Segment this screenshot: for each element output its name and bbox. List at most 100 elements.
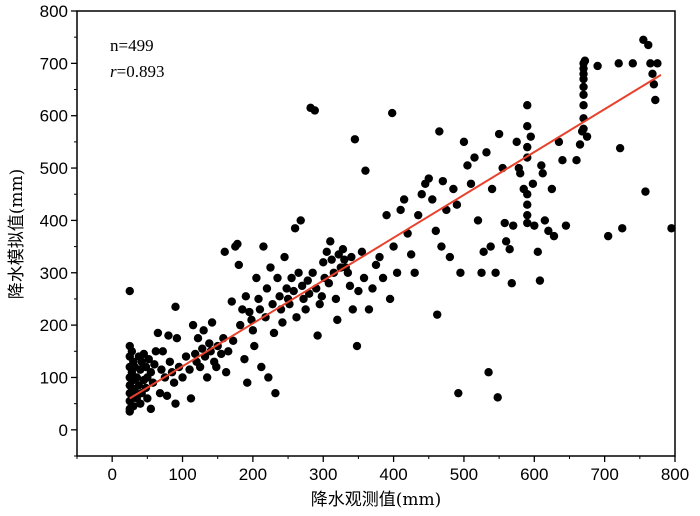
x-tick-label: 500 xyxy=(450,465,478,484)
data-point xyxy=(618,224,627,233)
data-point xyxy=(473,216,483,225)
sample-size-label: n=499 xyxy=(110,36,154,55)
data-point xyxy=(667,224,676,233)
data-point xyxy=(125,286,134,296)
data-point xyxy=(486,242,495,251)
y-tick-label: 100 xyxy=(40,368,68,387)
data-point xyxy=(141,362,151,372)
data-point xyxy=(470,153,479,162)
data-point xyxy=(389,242,398,251)
data-point xyxy=(371,260,381,270)
plot-frame xyxy=(76,10,676,457)
data-point xyxy=(243,378,252,387)
data-point xyxy=(245,307,254,317)
data-point xyxy=(547,184,557,194)
y-tick-label: 300 xyxy=(40,264,68,283)
data-point xyxy=(523,200,532,209)
data-point xyxy=(528,179,538,188)
data-point xyxy=(526,132,535,141)
data-point xyxy=(579,82,588,92)
data-point xyxy=(254,294,263,304)
data-point xyxy=(410,268,419,277)
data-point xyxy=(238,305,247,314)
data-point xyxy=(205,339,214,348)
data-point xyxy=(206,347,215,356)
data-point xyxy=(266,263,275,272)
data-point xyxy=(382,210,391,220)
data-point xyxy=(537,161,546,170)
data-point xyxy=(297,281,307,291)
data-point xyxy=(262,284,272,293)
data-point xyxy=(310,106,319,115)
data-point xyxy=(523,142,532,152)
data-point xyxy=(456,268,465,277)
data-point xyxy=(354,286,363,296)
data-point xyxy=(264,373,273,382)
data-point xyxy=(454,388,463,398)
data-point xyxy=(575,140,585,149)
y-axis-title: 降水模拟值(mm) xyxy=(7,169,27,300)
data-point xyxy=(501,237,511,246)
data-point xyxy=(345,281,355,291)
data-point xyxy=(171,302,180,311)
data-point xyxy=(171,399,180,408)
data-point xyxy=(392,268,402,277)
data-point xyxy=(303,276,312,285)
data-point xyxy=(479,247,488,257)
data-point xyxy=(248,326,258,335)
data-point xyxy=(538,169,547,178)
data-point xyxy=(417,190,426,199)
y-tick-label: 700 xyxy=(40,54,68,73)
data-point xyxy=(127,347,137,356)
data-point xyxy=(333,315,342,325)
data-point xyxy=(289,286,298,296)
data-point xyxy=(482,148,491,157)
data-point xyxy=(269,328,279,338)
data-point xyxy=(195,362,205,372)
data-point xyxy=(280,252,289,262)
data-point xyxy=(615,143,625,153)
data-point xyxy=(438,176,448,186)
data-point xyxy=(255,305,265,314)
data-point xyxy=(224,347,233,356)
data-point xyxy=(431,226,440,236)
x-tick-label: 200 xyxy=(239,465,267,484)
data-point xyxy=(477,268,486,277)
data-point xyxy=(157,365,166,374)
x-tick-label: 100 xyxy=(168,465,196,484)
data-point xyxy=(233,239,242,249)
data-point xyxy=(136,399,145,408)
data-point xyxy=(523,210,532,220)
data-point xyxy=(348,305,357,314)
data-point xyxy=(544,226,553,236)
data-point xyxy=(491,268,500,277)
data-point xyxy=(433,310,442,319)
data-point xyxy=(435,127,444,136)
data-point xyxy=(294,268,303,277)
data-point xyxy=(523,121,532,131)
data-point xyxy=(368,284,377,293)
x-tick-label: 0 xyxy=(107,465,116,484)
data-point xyxy=(359,273,369,283)
data-point xyxy=(296,216,305,225)
data-point xyxy=(186,394,196,403)
data-point xyxy=(132,373,141,382)
data-point xyxy=(313,331,322,340)
data-point xyxy=(282,284,291,293)
data-point xyxy=(158,347,168,356)
y-tick-label: 200 xyxy=(40,316,68,335)
data-point xyxy=(234,260,244,270)
data-point xyxy=(628,59,637,68)
data-point xyxy=(558,156,567,165)
data-point xyxy=(144,354,153,364)
x-tick-label: 300 xyxy=(309,465,337,484)
data-point xyxy=(164,331,173,340)
data-point xyxy=(463,161,472,170)
y-tick-label: 500 xyxy=(40,159,68,178)
data-point xyxy=(146,404,156,414)
data-point xyxy=(549,231,559,241)
data-point xyxy=(396,205,405,215)
data-point xyxy=(579,74,588,84)
data-point xyxy=(315,299,324,309)
